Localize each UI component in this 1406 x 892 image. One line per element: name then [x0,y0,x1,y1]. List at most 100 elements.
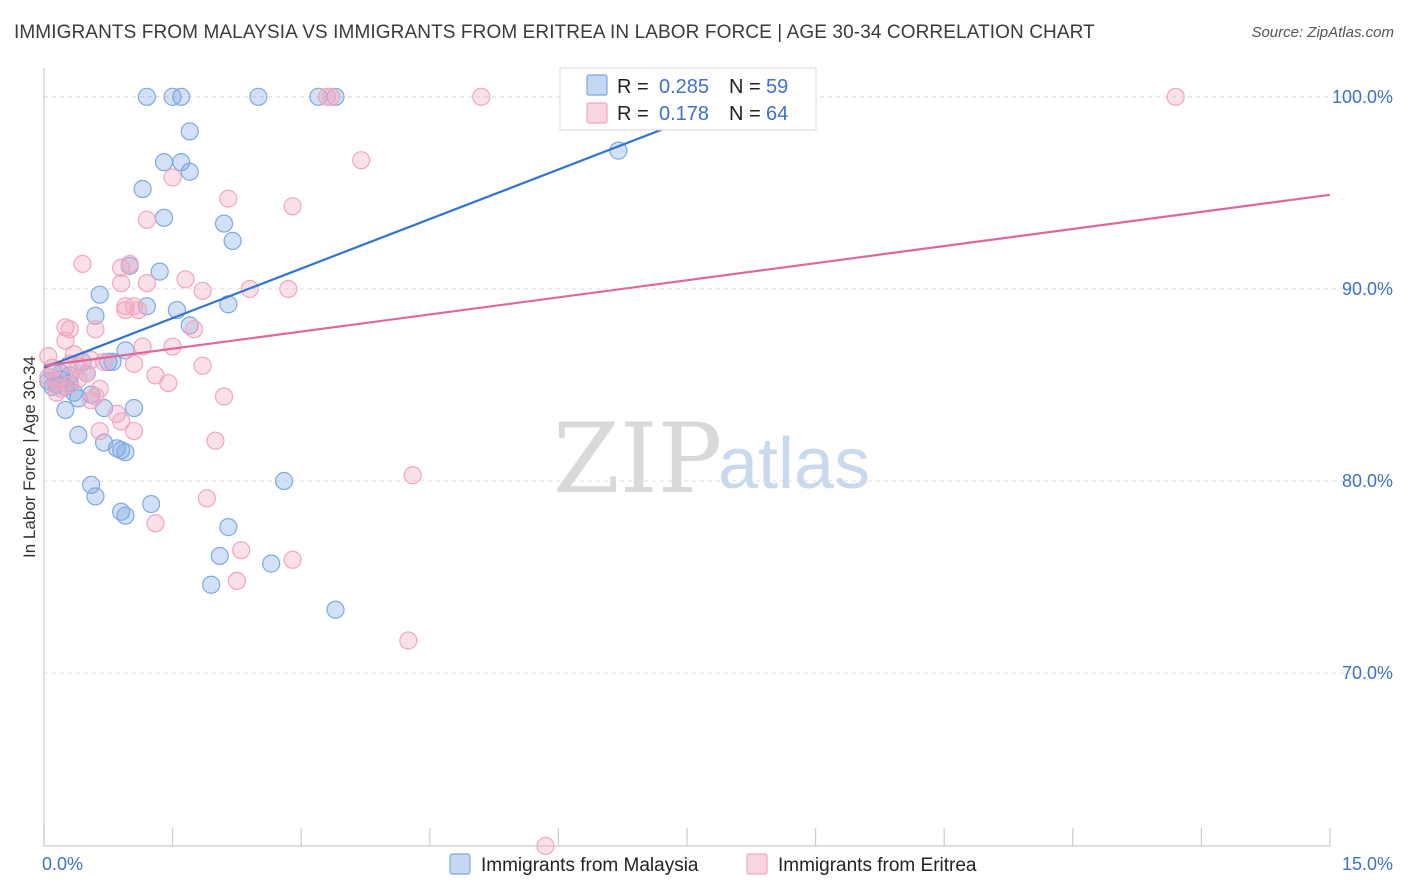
data-point [82,391,101,410]
bottom-legend-swatch-eritrea [746,853,768,875]
data-point [154,153,174,172]
data-point [116,506,135,525]
watermark-zip: ZIP [553,403,722,515]
data-point [536,836,555,856]
y-tick-label: 90.0% [1342,279,1393,299]
data-point [163,168,182,187]
trend-line-malaysia [43,95,748,369]
x-tick-label-max: 15.0% [1342,854,1393,874]
data-point [56,400,75,420]
data-point [146,514,165,533]
data-point [472,87,491,106]
bottom-legend-label-malaysia: Immigrants from Malaysia [481,855,699,876]
data-point [60,320,79,339]
data-point [69,425,88,445]
data-point [86,320,105,339]
gridlines [44,96,1392,674]
legend-r-value-eritrea: 0.178 [659,103,709,125]
data-point [283,550,302,569]
y-tick-label: 100.0% [1332,87,1393,107]
legend-r-value-malaysia: 0.285 [659,76,709,98]
series-malaysia [39,87,628,619]
axes [43,68,1331,847]
bottom-legend-label-eritrea: Immigrants from Eritrea [778,855,977,876]
y-tick-label: 80.0% [1342,471,1393,491]
chart-source: Source: ZipAtlas.com [1251,24,1394,41]
data-point [403,466,422,485]
data-point [176,270,195,289]
data-point [326,600,345,619]
x-tick-marks [43,828,1331,846]
data-point [202,575,221,594]
legend-swatch-malaysia [586,74,608,96]
data-point [1166,87,1185,106]
data-point [86,487,105,506]
data-point [142,494,161,514]
legend-r-label-malaysia: R = [617,76,649,98]
legend-top-box [559,67,817,131]
bottom-legend-swatch-malaysia [449,853,471,875]
data-point [283,197,302,216]
data-point [184,320,204,339]
data-point [214,387,234,406]
data-point [180,122,199,141]
legend-n-label-eritrea: N = [729,103,761,125]
data-point [116,443,135,462]
data-point [399,631,418,650]
data-point [90,285,109,304]
data-point [227,571,246,591]
data-point [193,356,212,375]
data-point [193,281,212,300]
data-point [112,274,131,293]
data-point [124,398,144,418]
data-point [137,210,156,229]
data-point [210,546,229,566]
data-point [154,208,174,227]
data-point [116,300,135,320]
legend-swatch-eritrea [586,102,608,124]
data-point [56,331,75,350]
data-point [52,379,71,398]
data-point [133,337,152,356]
data-point [262,554,281,573]
data-point [214,214,234,233]
watermark-atlas: atlas [718,424,870,504]
series-eritrea [39,87,1185,856]
legend-n-label-malaysia: N = [729,76,761,98]
data-point [69,370,88,389]
data-point [180,162,199,181]
data-point [133,179,152,199]
data-point [322,87,341,106]
y-tick-labels: 70.0% 80.0% 90.0% 100.0% [1332,87,1393,683]
data-point [150,262,169,281]
data-point [137,87,156,106]
chart-title: IMMIGRANTS FROM MALAYSIA VS IMMIGRANTS F… [14,22,1095,43]
y-axis-label: In Labor Force | Age 30-34 [20,356,39,558]
data-point [124,354,144,373]
legend-r-label-eritrea: R = [617,103,649,125]
data-point [352,151,371,170]
trend-line-eritrea [43,193,1331,367]
data-point [112,258,131,277]
data-point [172,87,191,106]
data-point [112,412,131,431]
data-point [124,421,144,441]
data-point [137,274,156,293]
data-point [159,373,178,393]
data-point [120,254,139,274]
watermark: ZIP atlas [553,403,870,515]
data-point [232,541,251,560]
legend-n-value-malaysia: 59 [766,76,788,98]
trend-layer [43,95,1331,369]
data-point [197,489,216,508]
data-point [129,300,148,320]
data-point [249,87,268,106]
data-point [39,368,58,387]
legend-n-value-eritrea: 64 [766,103,788,125]
data-point [317,87,337,106]
data-point [86,306,105,325]
data-point [223,231,242,250]
y-tick-label: 70.0% [1342,663,1393,683]
data-point [206,431,225,450]
